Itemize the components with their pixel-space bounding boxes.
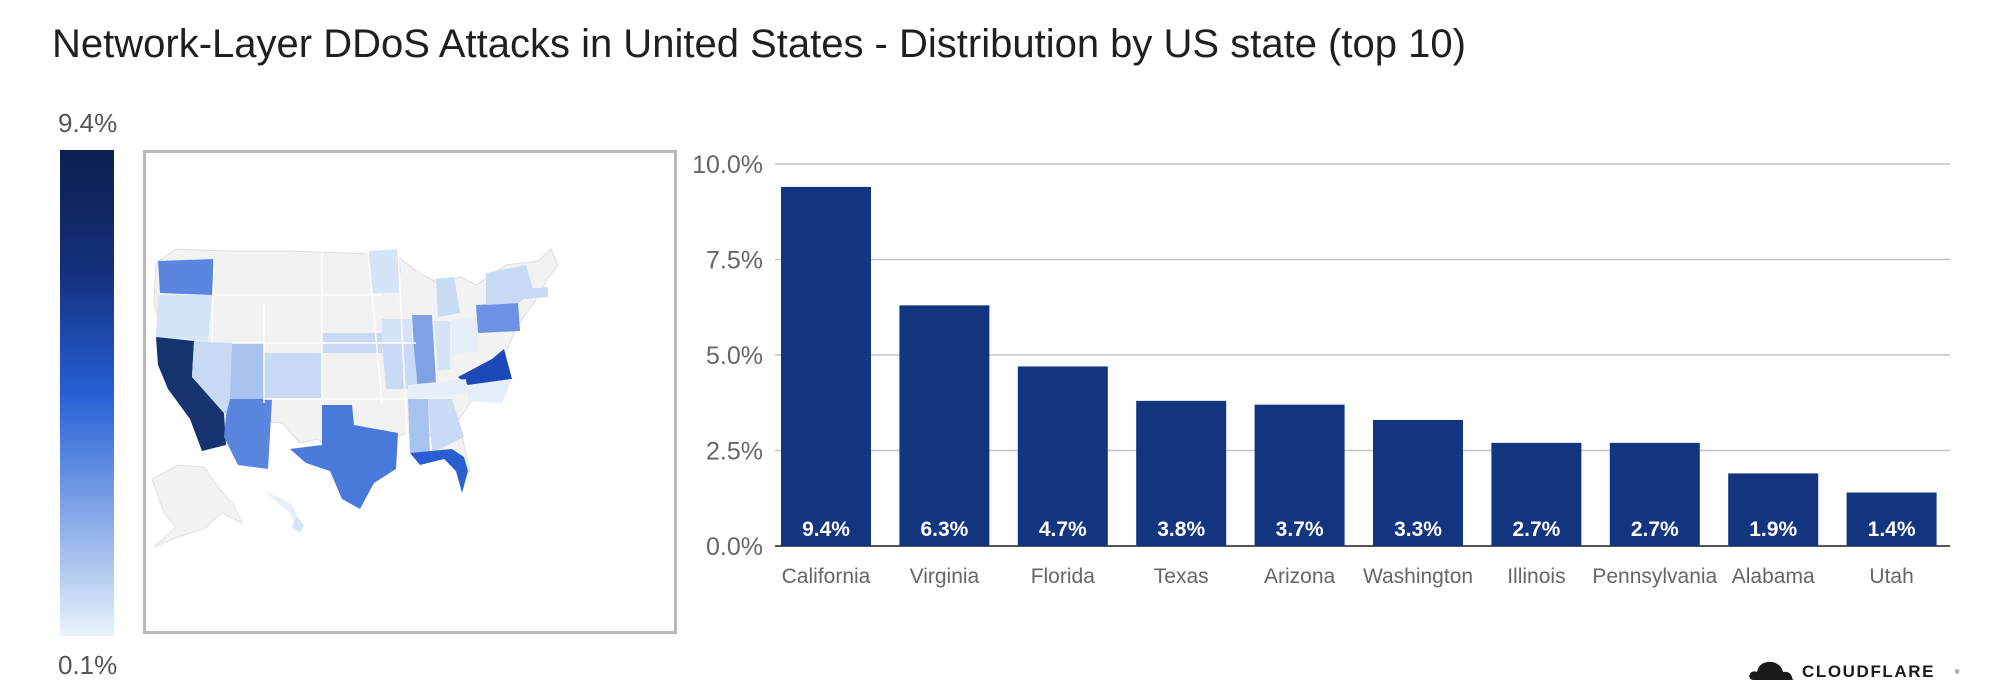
state-hawaii-island	[292, 517, 304, 533]
state-california	[156, 337, 226, 451]
bar-data-label: 1.9%	[1749, 518, 1797, 541]
bar-data-label: 3.8%	[1157, 518, 1205, 541]
state-oregon	[156, 295, 212, 341]
bar-chart: 0.0% 2.5% 5.0% 7.5% 10.0% 9.4% California 6.3% V…	[692, 151, 1950, 588]
state-florida	[410, 449, 468, 493]
bar-data-label: 1.4%	[1868, 518, 1916, 541]
state-alabama	[408, 399, 430, 453]
state-georgia	[428, 399, 464, 453]
bar-pennsylvania	[1609, 442, 1700, 546]
bar-data-label: 3.3%	[1394, 518, 1442, 541]
bar-data-label: 3.7%	[1276, 518, 1324, 541]
y-tick-label: 0.0%	[706, 533, 763, 561]
x-tick-label: Pennsylvania	[1592, 565, 1717, 588]
y-tick-label: 5.0%	[706, 342, 763, 370]
svg-text:CLOUDFLARE: CLOUDFLARE	[1802, 662, 1935, 681]
bar-data-label: 4.7%	[1039, 518, 1087, 541]
bar-texas	[1136, 400, 1227, 546]
bar-data-label: 9.4%	[802, 518, 850, 541]
bar-illinois	[1491, 442, 1582, 546]
state-pennsylvania	[476, 303, 520, 333]
state-colorado	[264, 353, 322, 399]
x-tick-label: Virginia	[910, 565, 980, 588]
x-tick-label: Texas	[1154, 565, 1209, 588]
x-tick-label: Florida	[1031, 565, 1096, 588]
bar-arizona	[1254, 404, 1345, 546]
bar-california	[781, 186, 871, 547]
state-tennessee	[408, 379, 468, 399]
state-borders	[211, 248, 416, 454]
state-virginia	[458, 349, 512, 385]
bar-data-label: 6.3%	[920, 518, 968, 541]
state-hawaii	[264, 491, 304, 527]
y-tick-label: 2.5%	[706, 438, 763, 466]
state-nevada	[192, 341, 232, 415]
bar-washington	[1373, 419, 1463, 546]
state-massachusetts	[526, 287, 548, 299]
cloudflare-logo: CLOUDFLARE ®	[1749, 661, 1960, 681]
svg-text:®: ®	[1955, 669, 1960, 676]
bar-utah	[1846, 492, 1937, 546]
y-tick-label: 7.5%	[706, 247, 763, 275]
state-indiana	[434, 321, 450, 371]
bar-data-label: 2.7%	[1512, 518, 1560, 541]
state-utah	[230, 343, 264, 399]
state-texas	[290, 405, 398, 509]
chart-title: Network-Layer DDoS Attacks in United Sta…	[52, 22, 1466, 66]
color-scale-bar	[60, 150, 114, 636]
state-iowa	[382, 319, 412, 343]
x-tick-label: Illinois	[1507, 565, 1565, 588]
x-tick-label: Arizona	[1264, 565, 1336, 588]
state-arizona	[224, 399, 272, 469]
x-tick-label: Alabama	[1732, 565, 1815, 588]
state-north-carolina	[468, 379, 512, 403]
y-tick-label: 10.0%	[692, 151, 763, 179]
bar-alabama	[1728, 473, 1819, 546]
state-missouri	[382, 343, 418, 389]
x-tick-label: Washington	[1363, 565, 1473, 588]
color-scale-max-label: 9.4%	[58, 108, 118, 138]
x-tick-label: Utah	[1869, 565, 1913, 588]
state-ohio	[452, 317, 478, 355]
bar-virginia	[899, 305, 990, 546]
us-map-graphic	[151, 248, 559, 548]
x-tick-label: California	[782, 565, 871, 588]
bar-data-label: 2.7%	[1631, 518, 1679, 541]
color-scale-min-label: 0.1%	[58, 650, 118, 680]
state-alaska	[151, 464, 244, 548]
state-washington	[158, 259, 214, 295]
state-illinois	[412, 315, 436, 389]
state-new-york	[486, 265, 534, 305]
state-wisconsin	[398, 271, 428, 313]
us-choropleth-map	[143, 150, 677, 634]
bar-florida	[1017, 366, 1108, 546]
state-minnesota	[368, 249, 404, 293]
state-michigan	[436, 277, 460, 317]
